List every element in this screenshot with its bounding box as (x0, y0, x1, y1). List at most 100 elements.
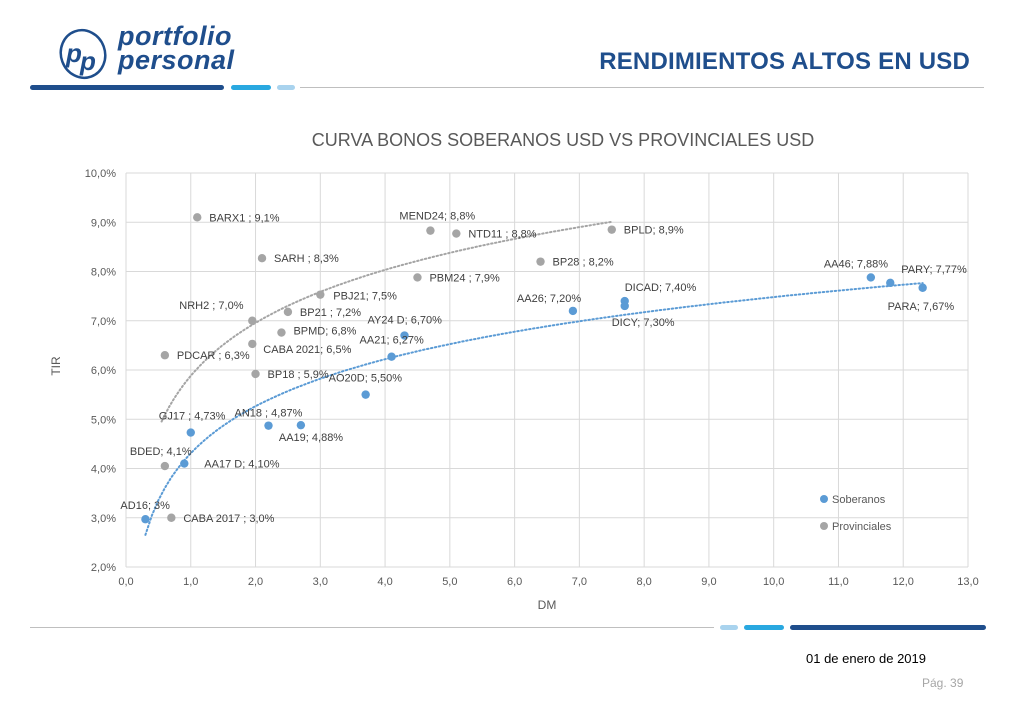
trendlines (144, 220, 924, 536)
x-tick-label: 4,0 (377, 576, 392, 588)
point-provinciales (251, 369, 260, 379)
data-label: BP21 ; 7,2% (300, 307, 361, 319)
header-bar-light (277, 85, 295, 90)
data-label: CABA 2021; 6,5% (263, 344, 351, 356)
svg-text:p: p (65, 38, 82, 68)
point-provinciales (248, 316, 257, 325)
y-tick-label: 5,0% (91, 414, 116, 426)
scatter-chart: AD16; 3% AA17 D; 4,10% GJ17 ; 4,73% AN18 ; … (49, 130, 979, 612)
y-tick-label: 4,0% (91, 464, 116, 476)
point-provinciales (160, 351, 170, 360)
data-label: BARX1 ; 9,1% (209, 212, 280, 224)
header-bar-navy (30, 85, 224, 90)
x-tick-label: 3,0 (313, 576, 328, 588)
x-axis-label: DM (538, 598, 557, 612)
y-tick-label: 3,0% (91, 513, 116, 525)
page-title: RENDIMIENTOS ALTOS EN USD (599, 48, 970, 75)
data-label: AN18 ; 4,87% (234, 408, 302, 420)
brand-name: portfolio personal (118, 21, 235, 75)
footer-divider (30, 627, 714, 628)
data-label: PARA; 7,67% (888, 301, 955, 313)
y-tick-label: 8,0% (91, 267, 116, 279)
data-label: BPLD; 8,9% (624, 225, 684, 237)
chart-legend: Soberanos Provinciales (820, 494, 892, 533)
data-label: AD16; 3% (120, 500, 170, 512)
point-soberanos (620, 301, 629, 311)
point-soberanos (387, 352, 396, 361)
point-provinciales (283, 307, 293, 317)
legend-marker-provinciales (820, 522, 828, 530)
data-label: BDED; 4,1% (130, 446, 192, 458)
x-tick-label: 7,0 (572, 576, 587, 588)
x-tick-label: 5,0 (442, 576, 457, 588)
x-tick-label: 10,0 (763, 576, 784, 588)
point-soberanos (918, 283, 927, 292)
trendline-provinciales (160, 220, 613, 423)
data-label: BPMD; 6,8% (293, 326, 356, 338)
point-provinciales (536, 257, 545, 266)
point-provinciales (248, 339, 257, 349)
data-label: GJ17 ; 4,73% (159, 411, 226, 423)
data-points (141, 213, 927, 524)
trendline-soberanos (144, 282, 924, 536)
footer-bar-cyan (744, 625, 784, 630)
point-provinciales (277, 328, 286, 337)
y-tick-label: 10,0% (85, 168, 116, 180)
point-provinciales (193, 213, 202, 222)
data-label: MEND24; 8,8% (399, 211, 475, 223)
data-label: CABA 2017 ; 3,0% (183, 513, 274, 525)
point-soberanos (361, 390, 370, 399)
point-provinciales (413, 273, 422, 282)
legend-label-provinciales: Provinciales (832, 521, 892, 533)
brand-logo: p p portfolio personal (56, 22, 234, 80)
point-provinciales (607, 225, 616, 234)
y-tick-label: 2,0% (91, 562, 116, 574)
x-tick-label: 1,0 (183, 576, 198, 588)
point-soberanos (141, 515, 150, 524)
point-provinciales (452, 229, 461, 238)
legend-label-soberanos: Soberanos (832, 494, 886, 506)
data-label: AA21; 6,27% (360, 335, 424, 347)
data-label: AY24 D; 6,70% (368, 315, 443, 327)
header-divider (300, 87, 984, 88)
page-number: Pág. 39 (922, 676, 964, 690)
point-soberanos (866, 273, 876, 282)
legend-marker-soberanos (820, 495, 828, 503)
data-label: PDCAR ; 6,3% (177, 350, 250, 362)
point-provinciales (316, 290, 325, 299)
point-provinciales (167, 513, 176, 522)
point-provinciales (257, 254, 267, 263)
x-tick-label: 12,0 (893, 576, 914, 588)
brand-line2: personal (118, 45, 235, 75)
data-label: DICY; 7,30% (612, 317, 675, 329)
point-soberanos (886, 278, 895, 288)
header-bar-cyan (231, 85, 271, 90)
data-label: BP18 ; 5,9% (268, 369, 329, 381)
data-label: AA19; 4,88% (279, 432, 343, 444)
data-label: PBJ21; 7,5% (333, 291, 397, 303)
footer-bar-light (720, 625, 738, 630)
data-label: AA26; 7,20% (517, 293, 581, 305)
point-soberanos (568, 306, 578, 316)
point-soberanos (186, 428, 195, 437)
y-tick-label: 9,0% (91, 217, 116, 229)
data-label: NTD11 ; 8,8% (468, 229, 536, 241)
axis-ticks: 0,0 1,0 2,0 3,0 4,0 5,0 6,0 7,0 8,0 9,0 10,0 11,0 12… (85, 168, 979, 588)
chart-title: CURVA BONOS SOBERANOS USD VS PROVINCIALE… (312, 130, 814, 150)
point-soberanos (180, 459, 189, 468)
brand-line1: portfolio (118, 21, 232, 51)
data-labels: AD16; 3% AA17 D; 4,10% GJ17 ; 4,73% AN18 ; … (120, 211, 967, 525)
data-label: SARH ; 8,3% (274, 253, 339, 265)
x-tick-label: 9,0 (701, 576, 716, 588)
data-label: AA46; 7,88% (824, 258, 888, 270)
svg-text:p: p (79, 46, 96, 76)
point-soberanos (296, 420, 306, 430)
x-tick-label: 8,0 (637, 576, 652, 588)
point-soberanos (264, 421, 273, 430)
x-tick-label: 11,0 (828, 576, 849, 588)
point-provinciales (426, 226, 435, 235)
y-tick-label: 6,0% (91, 365, 116, 377)
report-date: 01 de enero de 2019 (806, 651, 926, 666)
data-label: AO20D; 5,50% (329, 373, 403, 385)
y-axis-label: TIR (49, 356, 63, 376)
